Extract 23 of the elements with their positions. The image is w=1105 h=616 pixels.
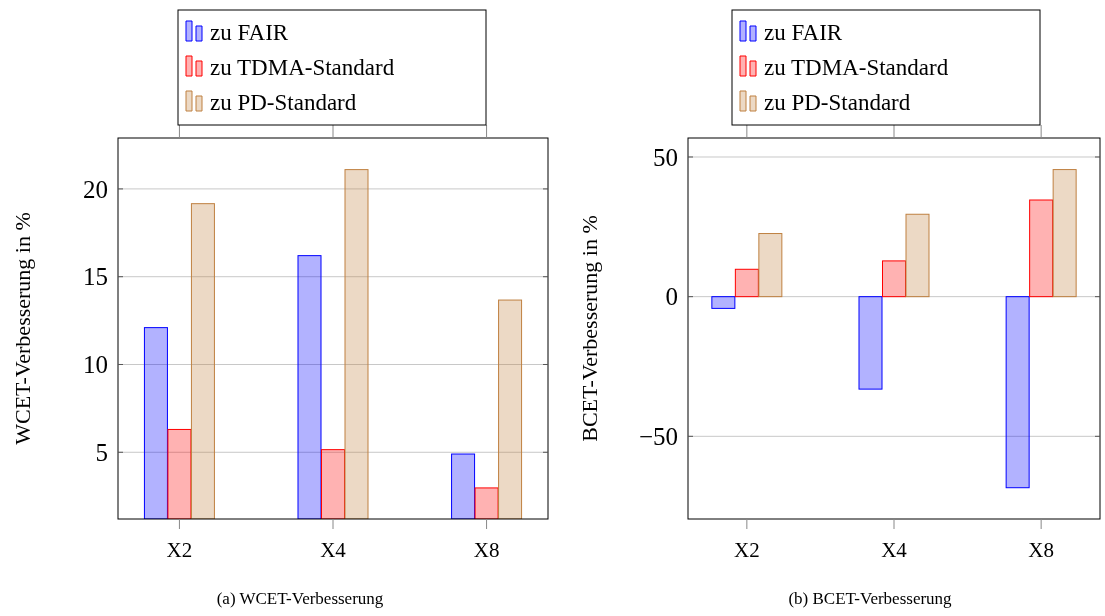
y-tick-label: 20 bbox=[83, 175, 108, 203]
legend-label: zu PD-Standard bbox=[764, 90, 911, 116]
x-tick-label: X4 bbox=[320, 538, 347, 562]
legend-label: zu PD-Standard bbox=[210, 90, 357, 116]
x-tick-label: X8 bbox=[1028, 538, 1054, 562]
legend-label: zu TDMA-Standard bbox=[764, 55, 949, 81]
x-tick-label: X2 bbox=[166, 538, 193, 562]
y-tick-label: 5 bbox=[95, 439, 108, 467]
y-tick-label: 0 bbox=[665, 283, 678, 311]
y-axis-title: BCET-Verbesserung in % bbox=[577, 215, 602, 442]
x-tick-label: X2 bbox=[734, 538, 760, 562]
x-tick-label: X4 bbox=[881, 538, 908, 562]
text: (a) WCET-Verbesserung bbox=[216, 589, 384, 608]
y-axis-title: WCET-Verbesserung in % bbox=[10, 212, 35, 445]
y-tick-label: 10 bbox=[83, 351, 108, 379]
legend-label: zu FAIR bbox=[764, 20, 843, 46]
text: (b) BCET-Verbesserung bbox=[788, 589, 953, 608]
x-tick-label: X8 bbox=[473, 538, 500, 562]
y-tick-label: 15 bbox=[83, 263, 108, 291]
y-tick-label: −50 bbox=[638, 423, 678, 451]
y-tick-label: 50 bbox=[653, 143, 678, 171]
legend-label: zu FAIR bbox=[210, 20, 289, 46]
legend-label: zu TDMA-Standard bbox=[210, 55, 395, 81]
